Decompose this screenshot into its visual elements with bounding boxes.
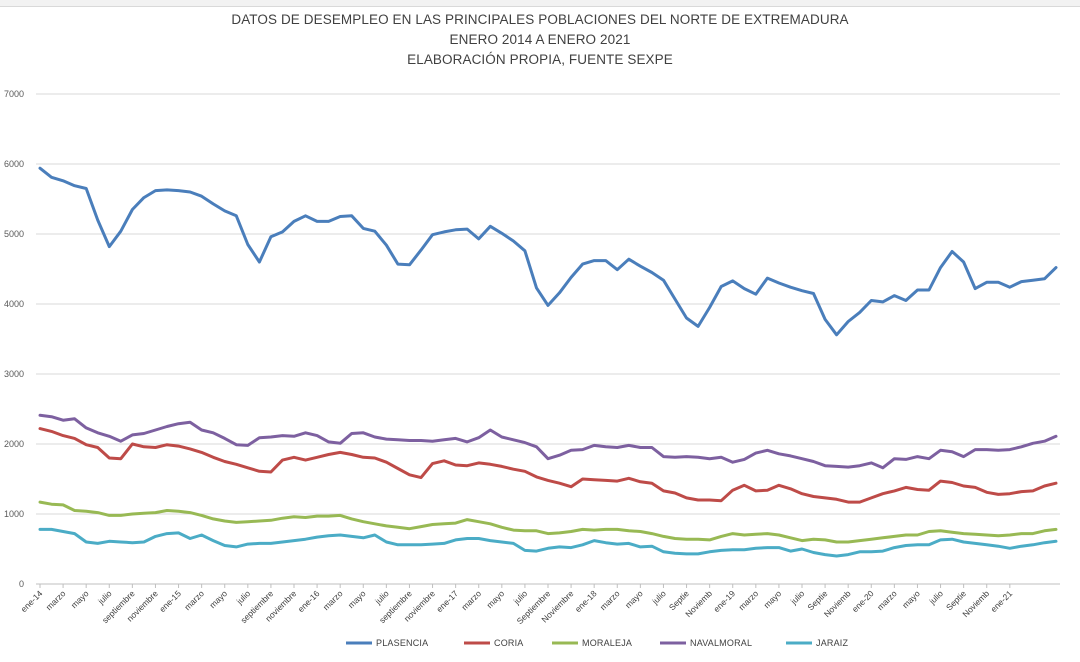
x-tick-label: ene-19 (711, 588, 737, 614)
x-tick-label: ene-20 (850, 588, 876, 614)
x-tick-label: julio (788, 588, 807, 607)
series-lines (38, 166, 1058, 558)
y-tick-label: 4000 (4, 299, 24, 309)
x-tick-label: julio (649, 588, 668, 607)
chart-title-line-1: DATOS DE DESEMPLEO EN LAS PRINCIPALES PO… (231, 12, 849, 27)
x-tick-label: marzo (182, 588, 206, 612)
series-line-jaraiz (38, 527, 1058, 558)
y-axis: 0 1000 2000 3000 4000 5000 6000 7000 (4, 89, 24, 589)
x-tick-label: mayo (69, 588, 91, 610)
x-tick-label: ene-16 (296, 588, 322, 614)
y-tick-label: 1000 (4, 509, 24, 519)
legend-label: NAVALMORAL (690, 638, 752, 648)
gridlines (36, 93, 1060, 585)
x-tick-label: marzo (875, 588, 899, 612)
chart-source-line: ELABORACIÓN PROPIA, FUENTE SEXPE (407, 52, 673, 67)
legend-label: CORIA (494, 638, 524, 648)
x-tick-label: mayo (762, 588, 784, 610)
x-tick-label: ene-17 (434, 588, 460, 614)
y-tick-label: 5000 (4, 229, 24, 239)
x-tick-label: marzo (736, 588, 760, 612)
x-tick-label: julio (511, 588, 530, 607)
x-tick-label: mayo (623, 588, 645, 610)
legend-label: MORALEJA (582, 638, 632, 648)
x-tick-label: ene-18 (573, 588, 599, 614)
x-tick-label: ene-15 (157, 588, 183, 614)
x-tick-label: mayo (346, 588, 368, 610)
x-tick-label: marzo (44, 588, 68, 612)
series-line-plasencia (38, 166, 1058, 337)
x-tick-label: mayo (207, 588, 229, 610)
y-tick-label: 6000 (4, 159, 24, 169)
series-line-navalmoral (38, 413, 1058, 470)
legend-label: JARAIZ (816, 638, 849, 648)
y-tick-label: 3000 (4, 369, 24, 379)
x-tick-label: ene-14 (19, 588, 45, 614)
legend-label: PLASENCIA (376, 638, 428, 648)
x-tick-label: mayo (484, 588, 506, 610)
legend: PLASENCIA CORIA MORALEJA NAVALMORAL JARAIZ (346, 638, 849, 648)
y-tick-label: 2000 (4, 439, 24, 449)
x-axis: ene-14 marzo mayo julioseptiembrenoviembree… (19, 584, 1014, 626)
x-tick-label: julio (926, 588, 945, 607)
window-top-edge (0, 0, 1080, 7)
x-tick-label: ene-21 (988, 588, 1014, 614)
x-tick-label: mayo (900, 588, 922, 610)
x-tick-label: julio (372, 588, 391, 607)
x-tick-label: julio (95, 588, 114, 607)
chart-subtitle-line: ENERO 2014 A ENERO 2021 (449, 32, 631, 47)
x-tick-label: julio (234, 588, 253, 607)
series-line-coria (38, 427, 1058, 504)
x-tick-label: marzo (321, 588, 345, 612)
x-tick-label: marzo (598, 588, 622, 612)
x-tick-label: marzo (459, 588, 483, 612)
y-tick-label: 7000 (4, 89, 24, 99)
y-tick-label: 0 (19, 579, 24, 589)
series-line-moraleja (38, 500, 1058, 544)
